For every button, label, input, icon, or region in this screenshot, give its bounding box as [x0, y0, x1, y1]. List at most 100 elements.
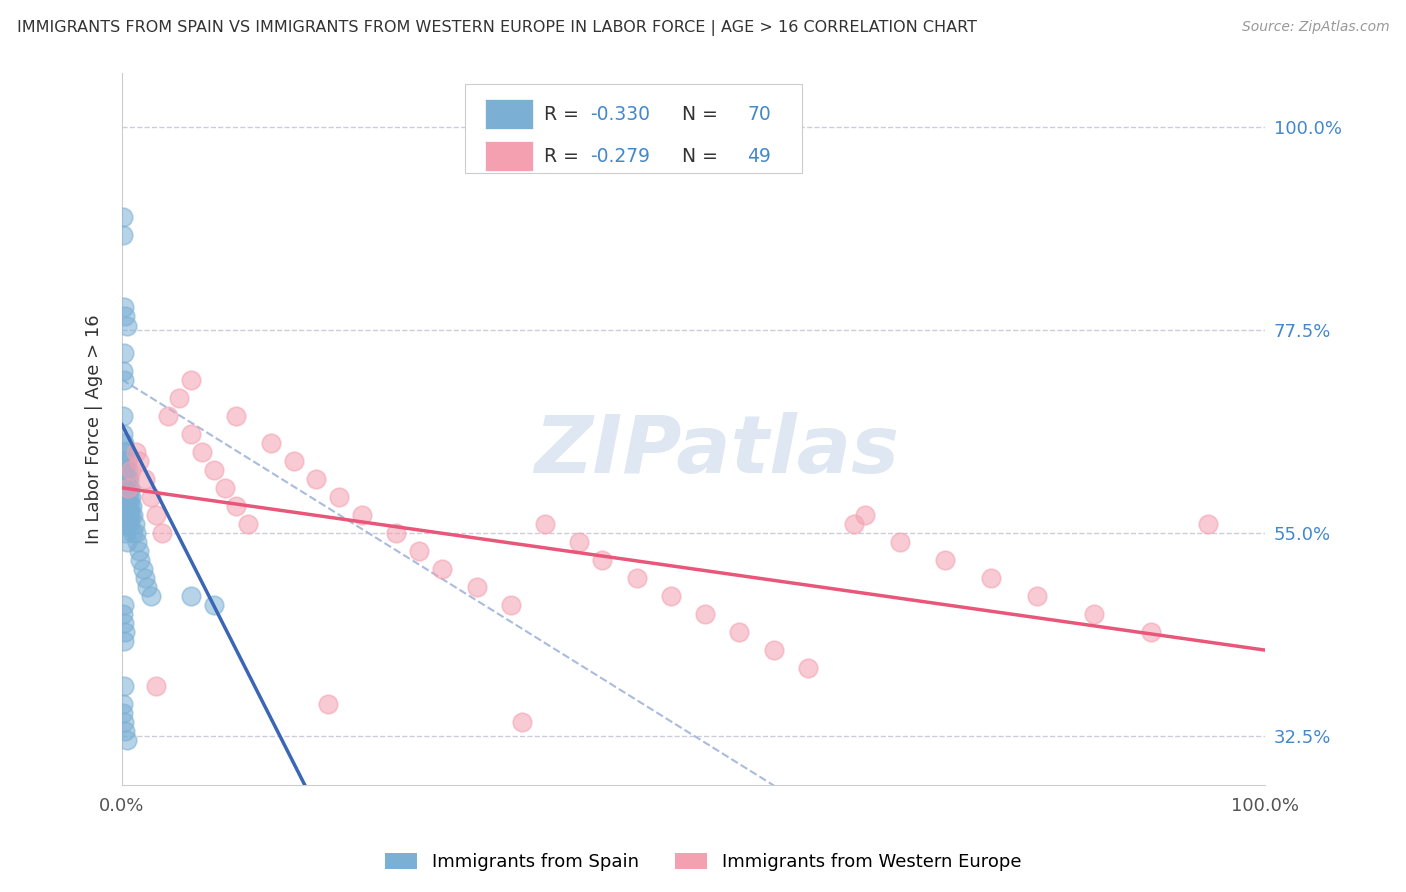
Point [114, 310, 136, 324]
Point [202, 598, 225, 612]
Point [115, 733, 138, 747]
Point [728, 625, 751, 640]
Point [432, 562, 454, 576]
Point [112, 499, 135, 513]
Point [214, 481, 236, 495]
Point [120, 463, 142, 477]
Point [328, 490, 350, 504]
Point [112, 481, 135, 495]
Text: Source: ZipAtlas.com: Source: ZipAtlas.com [1241, 20, 1389, 34]
Point [118, 508, 141, 522]
Point [156, 409, 179, 423]
Y-axis label: In Labor Force | Age > 16: In Labor Force | Age > 16 [86, 314, 103, 544]
Text: N =: N = [669, 147, 724, 166]
Point [112, 607, 135, 621]
Point [129, 553, 152, 567]
Point [112, 301, 135, 315]
Point [1197, 516, 1219, 531]
Point [202, 463, 225, 477]
Point [115, 508, 138, 522]
Point [305, 472, 328, 486]
Point [115, 318, 138, 333]
Point [117, 516, 139, 531]
Point [131, 562, 153, 576]
Point [112, 616, 135, 631]
Point [128, 454, 150, 468]
Text: ZIPatlas: ZIPatlas [534, 411, 898, 490]
Text: -0.330: -0.330 [589, 104, 650, 124]
Point [591, 553, 613, 567]
Point [225, 499, 247, 513]
Point [125, 535, 148, 549]
Point [191, 444, 214, 458]
FancyBboxPatch shape [465, 84, 803, 173]
Point [510, 715, 533, 730]
Point [112, 454, 135, 468]
Point [889, 535, 911, 549]
Point [112, 426, 135, 441]
Text: IMMIGRANTS FROM SPAIN VS IMMIGRANTS FROM WESTERN EUROPE IN LABOR FORCE | AGE > 1: IMMIGRANTS FROM SPAIN VS IMMIGRANTS FROM… [17, 20, 977, 36]
Point [112, 463, 135, 477]
Point [115, 472, 138, 486]
Text: N =: N = [669, 104, 724, 124]
Point [236, 516, 259, 531]
Point [121, 499, 143, 513]
Point [180, 426, 202, 441]
Point [626, 571, 648, 585]
Point [112, 499, 135, 513]
Point [225, 409, 247, 423]
Point [114, 481, 136, 495]
Point [117, 499, 139, 513]
Text: R =: R = [544, 147, 585, 166]
Point [114, 444, 136, 458]
Point [853, 508, 876, 522]
Point [115, 535, 138, 549]
Point [465, 580, 488, 594]
Text: R =: R = [544, 104, 585, 124]
Point [568, 535, 591, 549]
Point [122, 525, 145, 540]
Point [117, 463, 139, 477]
FancyBboxPatch shape [485, 141, 533, 171]
Point [112, 444, 135, 458]
Point [316, 698, 339, 712]
Point [167, 391, 190, 405]
Point [112, 715, 135, 730]
Point [118, 490, 141, 504]
Point [112, 409, 135, 423]
Text: -0.279: -0.279 [589, 147, 650, 166]
Point [117, 481, 139, 495]
Point [659, 589, 682, 603]
Point [118, 499, 141, 513]
Point [120, 490, 142, 504]
Point [112, 508, 135, 522]
Point [534, 516, 557, 531]
Point [934, 553, 956, 567]
Point [112, 373, 135, 387]
Point [408, 544, 430, 558]
Point [1025, 589, 1047, 603]
Point [120, 508, 142, 522]
Point [112, 698, 135, 712]
Point [134, 571, 156, 585]
Point [112, 634, 135, 648]
Point [112, 345, 135, 359]
Point [1140, 625, 1163, 640]
Point [114, 724, 136, 739]
Point [180, 589, 202, 603]
Point [118, 472, 141, 486]
Point [695, 607, 717, 621]
Text: 49: 49 [748, 147, 772, 166]
Point [139, 589, 162, 603]
Point [112, 516, 135, 531]
Point [122, 508, 145, 522]
Point [114, 516, 136, 531]
Point [145, 508, 167, 522]
Point [114, 463, 136, 477]
Point [112, 481, 135, 495]
Text: 70: 70 [748, 104, 772, 124]
Point [114, 525, 136, 540]
Point [115, 454, 138, 468]
Point [128, 544, 150, 558]
Point [112, 211, 135, 225]
